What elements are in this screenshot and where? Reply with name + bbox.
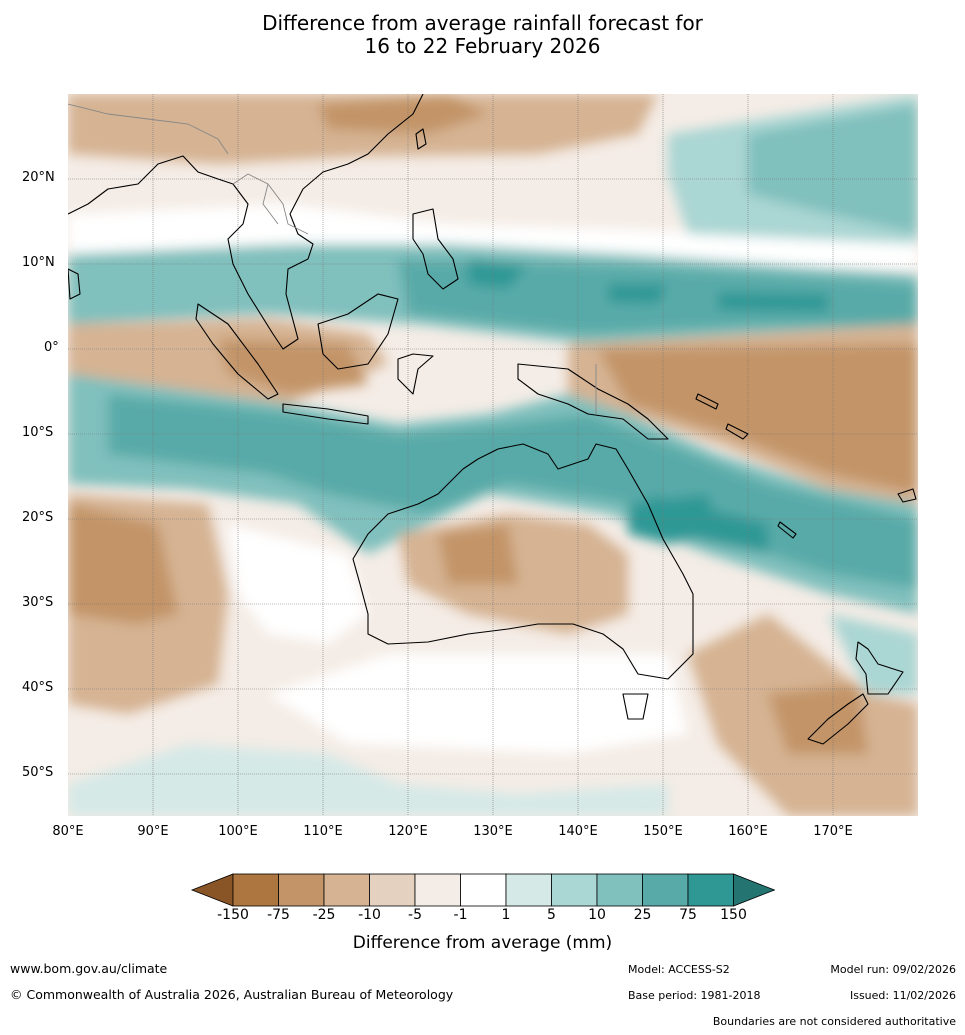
lon-label-150e: 150°E <box>643 824 683 839</box>
anomaly-dry-sumatra <box>218 339 368 394</box>
lon-label-130e: 130°E <box>473 824 513 839</box>
anomaly-neutral-south-west <box>228 524 368 644</box>
coast-new-zealand-north <box>855 641 904 695</box>
coast-fiji <box>897 488 917 503</box>
coast-new-caledonia <box>777 521 797 539</box>
colorbar-tick-label: -5 <box>408 907 422 923</box>
colorbar-swatch <box>369 873 416 907</box>
lon-label-90e: 90°E <box>137 824 169 839</box>
anomaly-dry-indian-ocean-core <box>68 504 178 624</box>
lat-label-20n: 20°N <box>22 170 55 185</box>
colorbar-tick-label: 1 <box>501 907 511 923</box>
coast-philippines <box>412 208 459 290</box>
boundaries-note: Boundaries are not considered authoritat… <box>712 1015 956 1028</box>
coast-tasmania <box>622 693 649 720</box>
anomaly-wet-tasman-small <box>828 614 918 694</box>
model-name: Model: ACCESS-S2 <box>628 963 730 976</box>
lat-label-10n: 10°N <box>22 255 55 270</box>
coast-asia-mainland <box>68 94 424 350</box>
colorbar-swatch <box>323 873 370 907</box>
lon-label-160e: 160°E <box>728 824 768 839</box>
model-run-date: Model run: 09/02/2026 <box>830 963 956 976</box>
coast-taiwan <box>415 128 427 150</box>
colorbar-extend-high <box>733 873 775 907</box>
anomaly-dry-south-china <box>318 94 488 134</box>
colorbar-swatch <box>551 873 598 907</box>
colorbar-swatches <box>190 873 775 907</box>
coast-sri-lanka <box>68 268 81 300</box>
anomaly-neutral-south <box>268 654 688 754</box>
lon-label-140e: 140°E <box>558 824 598 839</box>
colorbar-label: Difference from average (mm) <box>352 933 613 953</box>
anomaly-dry-png-pacific <box>598 344 918 494</box>
coast-borneo <box>317 293 399 370</box>
coast-sulawesi <box>397 353 434 395</box>
colorbar-swatch <box>414 873 461 907</box>
colorbar-tick-label: -25 <box>312 907 336 923</box>
colorbar-tick-label: -10 <box>358 907 381 923</box>
colorbar-swatch <box>460 873 507 907</box>
website-link[interactable]: www.bom.gov.au/climate <box>10 961 168 976</box>
copyright-text: © Commonwealth of Australia 2026, Austra… <box>10 987 454 1002</box>
coastlines <box>68 94 917 745</box>
colorbar-tick-label: 25 <box>633 907 652 923</box>
colorbar-tick-label: -1 <box>453 907 468 923</box>
anomaly-wet-south-tropics-core <box>108 394 918 589</box>
country-borders <box>68 103 597 414</box>
colorbar-tick-label: 150 <box>720 907 747 923</box>
lon-label-120e: 120°E <box>388 824 428 839</box>
anomaly-dry-new-zealand <box>768 684 868 754</box>
anomaly-wet-10n-max <box>468 259 828 312</box>
colorbar-tick-label: -75 <box>267 907 290 923</box>
coast-australia <box>352 443 694 680</box>
base-period: Base period: 1981-2018 <box>628 989 761 1002</box>
coast-new-zealand-south <box>807 693 869 745</box>
coast-new-guinea <box>517 363 669 440</box>
title-line-1: Difference from average rainfall forecas… <box>262 11 703 35</box>
colorbar-swatch <box>278 873 325 907</box>
lon-label-80e: 80°E <box>52 824 84 839</box>
coast-sumatra <box>195 303 279 400</box>
coast-solomon-islands <box>695 393 749 440</box>
colorbar-swatch <box>642 873 689 907</box>
colorbar <box>190 873 775 907</box>
colorbar-swatch <box>596 873 643 907</box>
border-himalaya <box>68 103 229 155</box>
lat-label-20s: 20°S <box>22 510 54 525</box>
colorbar-tick-label: 5 <box>547 907 556 923</box>
lon-label-170e: 170°E <box>813 824 853 839</box>
border-indochina <box>232 173 309 235</box>
lat-label-0: 0° <box>44 340 59 355</box>
colorbar-tick-label: 10 <box>588 907 606 923</box>
colorbar-swatch <box>687 873 734 907</box>
anomaly-dry-central-australia-core <box>438 524 518 584</box>
lat-label-40s: 40°S <box>22 680 54 695</box>
lon-label-110e: 110°E <box>303 824 343 839</box>
colorbar-tick-label: 75 <box>679 907 697 923</box>
map-graticule <box>68 94 918 816</box>
anomaly-wet-southern-ocean <box>68 744 668 816</box>
colorbar-swatch <box>505 873 552 907</box>
lat-label-30s: 30°S <box>22 595 54 610</box>
lat-label-10s: 10°S <box>22 425 54 440</box>
colorbar-extend-low <box>190 873 234 907</box>
coast-java <box>282 403 369 425</box>
title-line-2: 16 to 22 February 2026 <box>364 34 601 58</box>
colorbar-swatch <box>232 873 279 907</box>
rainfall-anomaly-map <box>68 94 918 816</box>
colorbar-tick-label: -150 <box>217 907 249 923</box>
lon-label-100e: 100°E <box>218 824 258 839</box>
lat-label-50s: 50°S <box>22 765 54 780</box>
issued-date: Issued: 11/02/2026 <box>849 989 956 1002</box>
